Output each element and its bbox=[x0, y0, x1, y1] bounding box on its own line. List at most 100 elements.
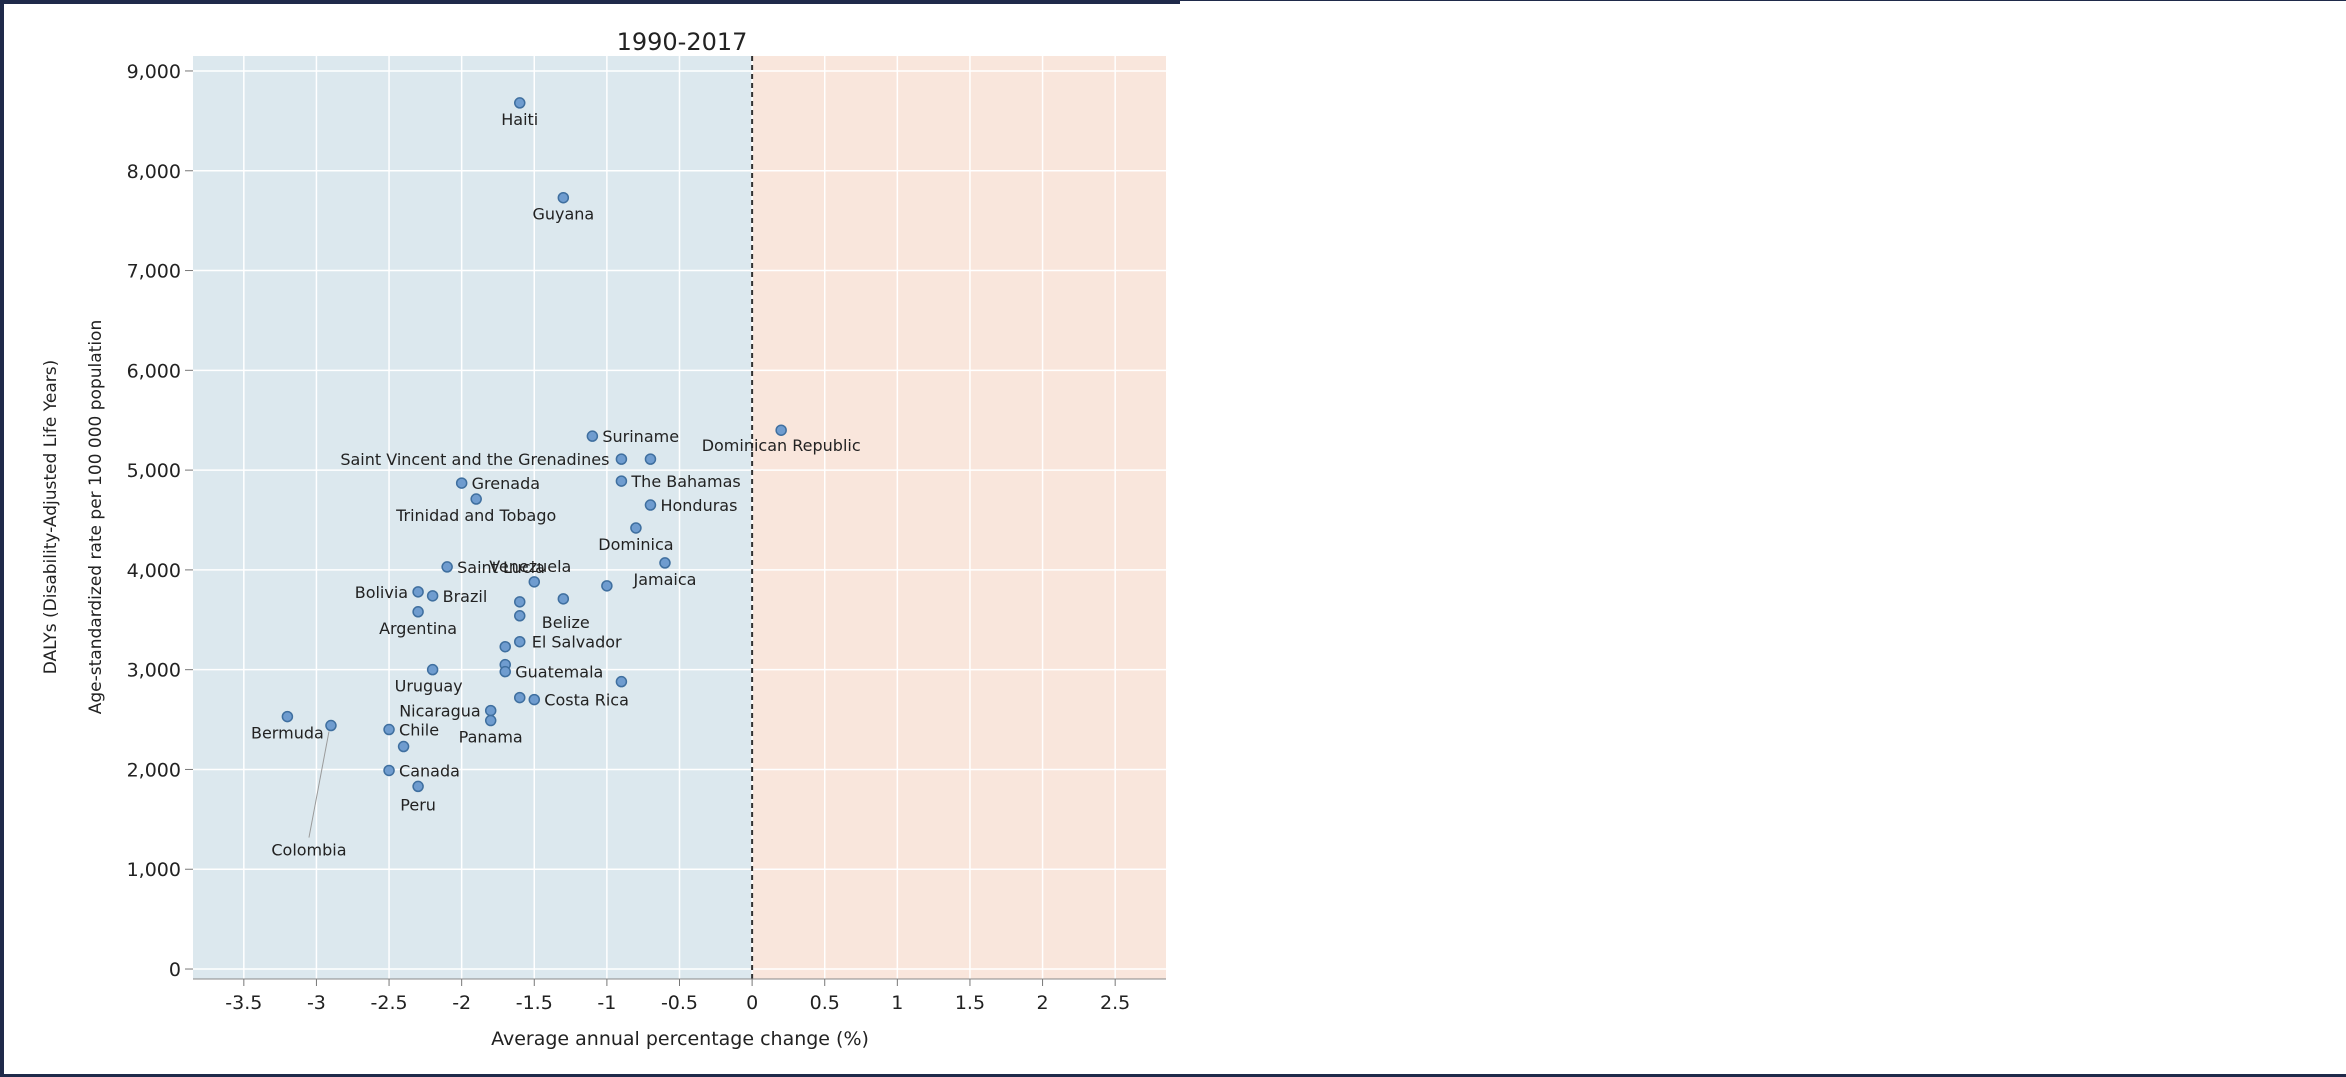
point-label: Bermuda bbox=[251, 724, 324, 743]
data-point bbox=[426, 663, 439, 676]
data-point bbox=[586, 430, 599, 442]
y-tick-label: 8,000 bbox=[127, 161, 181, 183]
y-tick-label: 3,000 bbox=[127, 660, 181, 682]
point-label: Panama bbox=[459, 728, 523, 747]
data-point bbox=[325, 719, 337, 732]
data-point bbox=[499, 640, 511, 653]
frame-top-border-thin bbox=[1180, 0, 2346, 1]
x-tick-label: -0.5 bbox=[661, 992, 698, 1014]
data-point bbox=[514, 635, 526, 648]
point-label: Saint Lucia bbox=[457, 558, 545, 577]
point-labels: Haiti Guyana Dominican Republic Suriname Sai… bbox=[251, 110, 861, 860]
point-label: Peru bbox=[400, 795, 436, 814]
point-label: Guyana bbox=[532, 205, 594, 224]
chart-title: 1990-2017 bbox=[617, 28, 748, 56]
data-point bbox=[615, 453, 628, 465]
data-point bbox=[514, 596, 526, 608]
x-axis-label: Average annual percentage change (%) bbox=[491, 1028, 869, 1050]
callout-line-colombia bbox=[308, 731, 330, 838]
point-label: Venezuela bbox=[489, 557, 571, 576]
y-tick-label: 5,000 bbox=[127, 460, 181, 482]
data-point bbox=[528, 693, 541, 706]
point-label: Nicaragua bbox=[399, 702, 481, 721]
data-points bbox=[281, 97, 787, 793]
x-tick-label: 0.5 bbox=[810, 992, 840, 1014]
y-tick-label: 2,000 bbox=[127, 759, 181, 781]
data-point bbox=[644, 453, 657, 465]
data-point bbox=[630, 522, 642, 534]
point-label: Haiti bbox=[501, 110, 538, 129]
x-tick-label: 1.5 bbox=[955, 992, 985, 1014]
point-label: Colombia bbox=[271, 841, 346, 860]
data-point bbox=[412, 586, 424, 598]
y-tick-label: 4,000 bbox=[127, 560, 181, 582]
data-point bbox=[557, 593, 570, 605]
data-point bbox=[397, 740, 410, 753]
data-point bbox=[412, 606, 424, 618]
point-label: The Bahamas bbox=[630, 472, 740, 491]
x-tick-label: -2.5 bbox=[371, 992, 408, 1014]
x-axis: -3.5 -3 -2.5 -2 -1.5 -1 -0.5 0 0.5 1 1.5 2 2.5 bbox=[193, 978, 1166, 1014]
x-tick-label: -1 bbox=[597, 992, 616, 1014]
point-label: Chile bbox=[399, 721, 439, 740]
y-axis: 0 1,000 2,000 3,000 4,000 5,000 6,000 7,000 8,00… bbox=[127, 61, 193, 981]
point-label: Grenada bbox=[472, 474, 540, 493]
x-tick-label: -3 bbox=[307, 992, 326, 1014]
y-tick-label: 6,000 bbox=[127, 360, 181, 382]
data-point bbox=[470, 493, 482, 505]
y-axis-label-line-2: DALYs (Disability-Adjusted Life Years) bbox=[41, 360, 61, 674]
data-point bbox=[281, 710, 294, 723]
y-tick-label: 1,000 bbox=[127, 859, 181, 881]
data-point bbox=[455, 477, 468, 489]
data-point bbox=[644, 499, 657, 511]
data-point bbox=[383, 764, 395, 777]
x-tick-label: -1.5 bbox=[516, 992, 553, 1014]
y-tick-label: 0 bbox=[169, 959, 181, 981]
point-label: Dominican Republic bbox=[702, 436, 861, 455]
data-point bbox=[601, 580, 613, 592]
x-tick-label: -3.5 bbox=[225, 992, 262, 1014]
data-point bbox=[484, 714, 497, 727]
point-label: Suriname bbox=[602, 427, 679, 446]
data-point bbox=[383, 723, 395, 736]
negative-change-region bbox=[193, 56, 753, 979]
point-label: Argentina bbox=[379, 619, 457, 638]
x-tick-label: 2 bbox=[1037, 992, 1049, 1014]
x-tick-label: 1 bbox=[891, 992, 903, 1014]
grid-lines bbox=[193, 56, 1166, 979]
data-point bbox=[514, 610, 526, 622]
point-label: Brazil bbox=[443, 587, 488, 606]
data-point bbox=[484, 704, 497, 717]
data-point bbox=[557, 191, 570, 204]
x-tick-label: 2.5 bbox=[1100, 992, 1130, 1014]
point-label: Costa Rica bbox=[544, 691, 629, 710]
point-label: Uruguay bbox=[395, 677, 463, 696]
data-point bbox=[514, 97, 526, 109]
data-point bbox=[412, 780, 424, 793]
positive-change-region bbox=[752, 56, 1166, 979]
y-axis-label-line-1: Age-standardized rate per 100 000 popula… bbox=[86, 320, 106, 714]
point-label: Saint Vincent and the Grenadines bbox=[340, 450, 609, 469]
point-label: Bolivia bbox=[355, 583, 408, 602]
x-tick-label: -2 bbox=[452, 992, 471, 1014]
x-tick-label: 0 bbox=[746, 992, 758, 1014]
data-point bbox=[426, 590, 439, 602]
data-point bbox=[659, 557, 671, 569]
data-point bbox=[514, 691, 526, 704]
y-tick-label: 9,000 bbox=[127, 61, 181, 83]
callout-lines bbox=[308, 731, 330, 838]
data-point bbox=[441, 561, 453, 573]
data-point bbox=[499, 665, 511, 678]
frame-top-border bbox=[0, 0, 1180, 4]
y-tick-label: 7,000 bbox=[127, 261, 181, 283]
point-label: Belize bbox=[542, 613, 590, 632]
data-point bbox=[615, 475, 628, 487]
data-point bbox=[775, 424, 787, 436]
data-point bbox=[528, 576, 541, 588]
point-label: Jamaica bbox=[632, 570, 696, 589]
point-label: Dominica bbox=[598, 535, 673, 554]
point-label: El Salvador bbox=[532, 633, 622, 652]
data-point bbox=[615, 675, 628, 688]
